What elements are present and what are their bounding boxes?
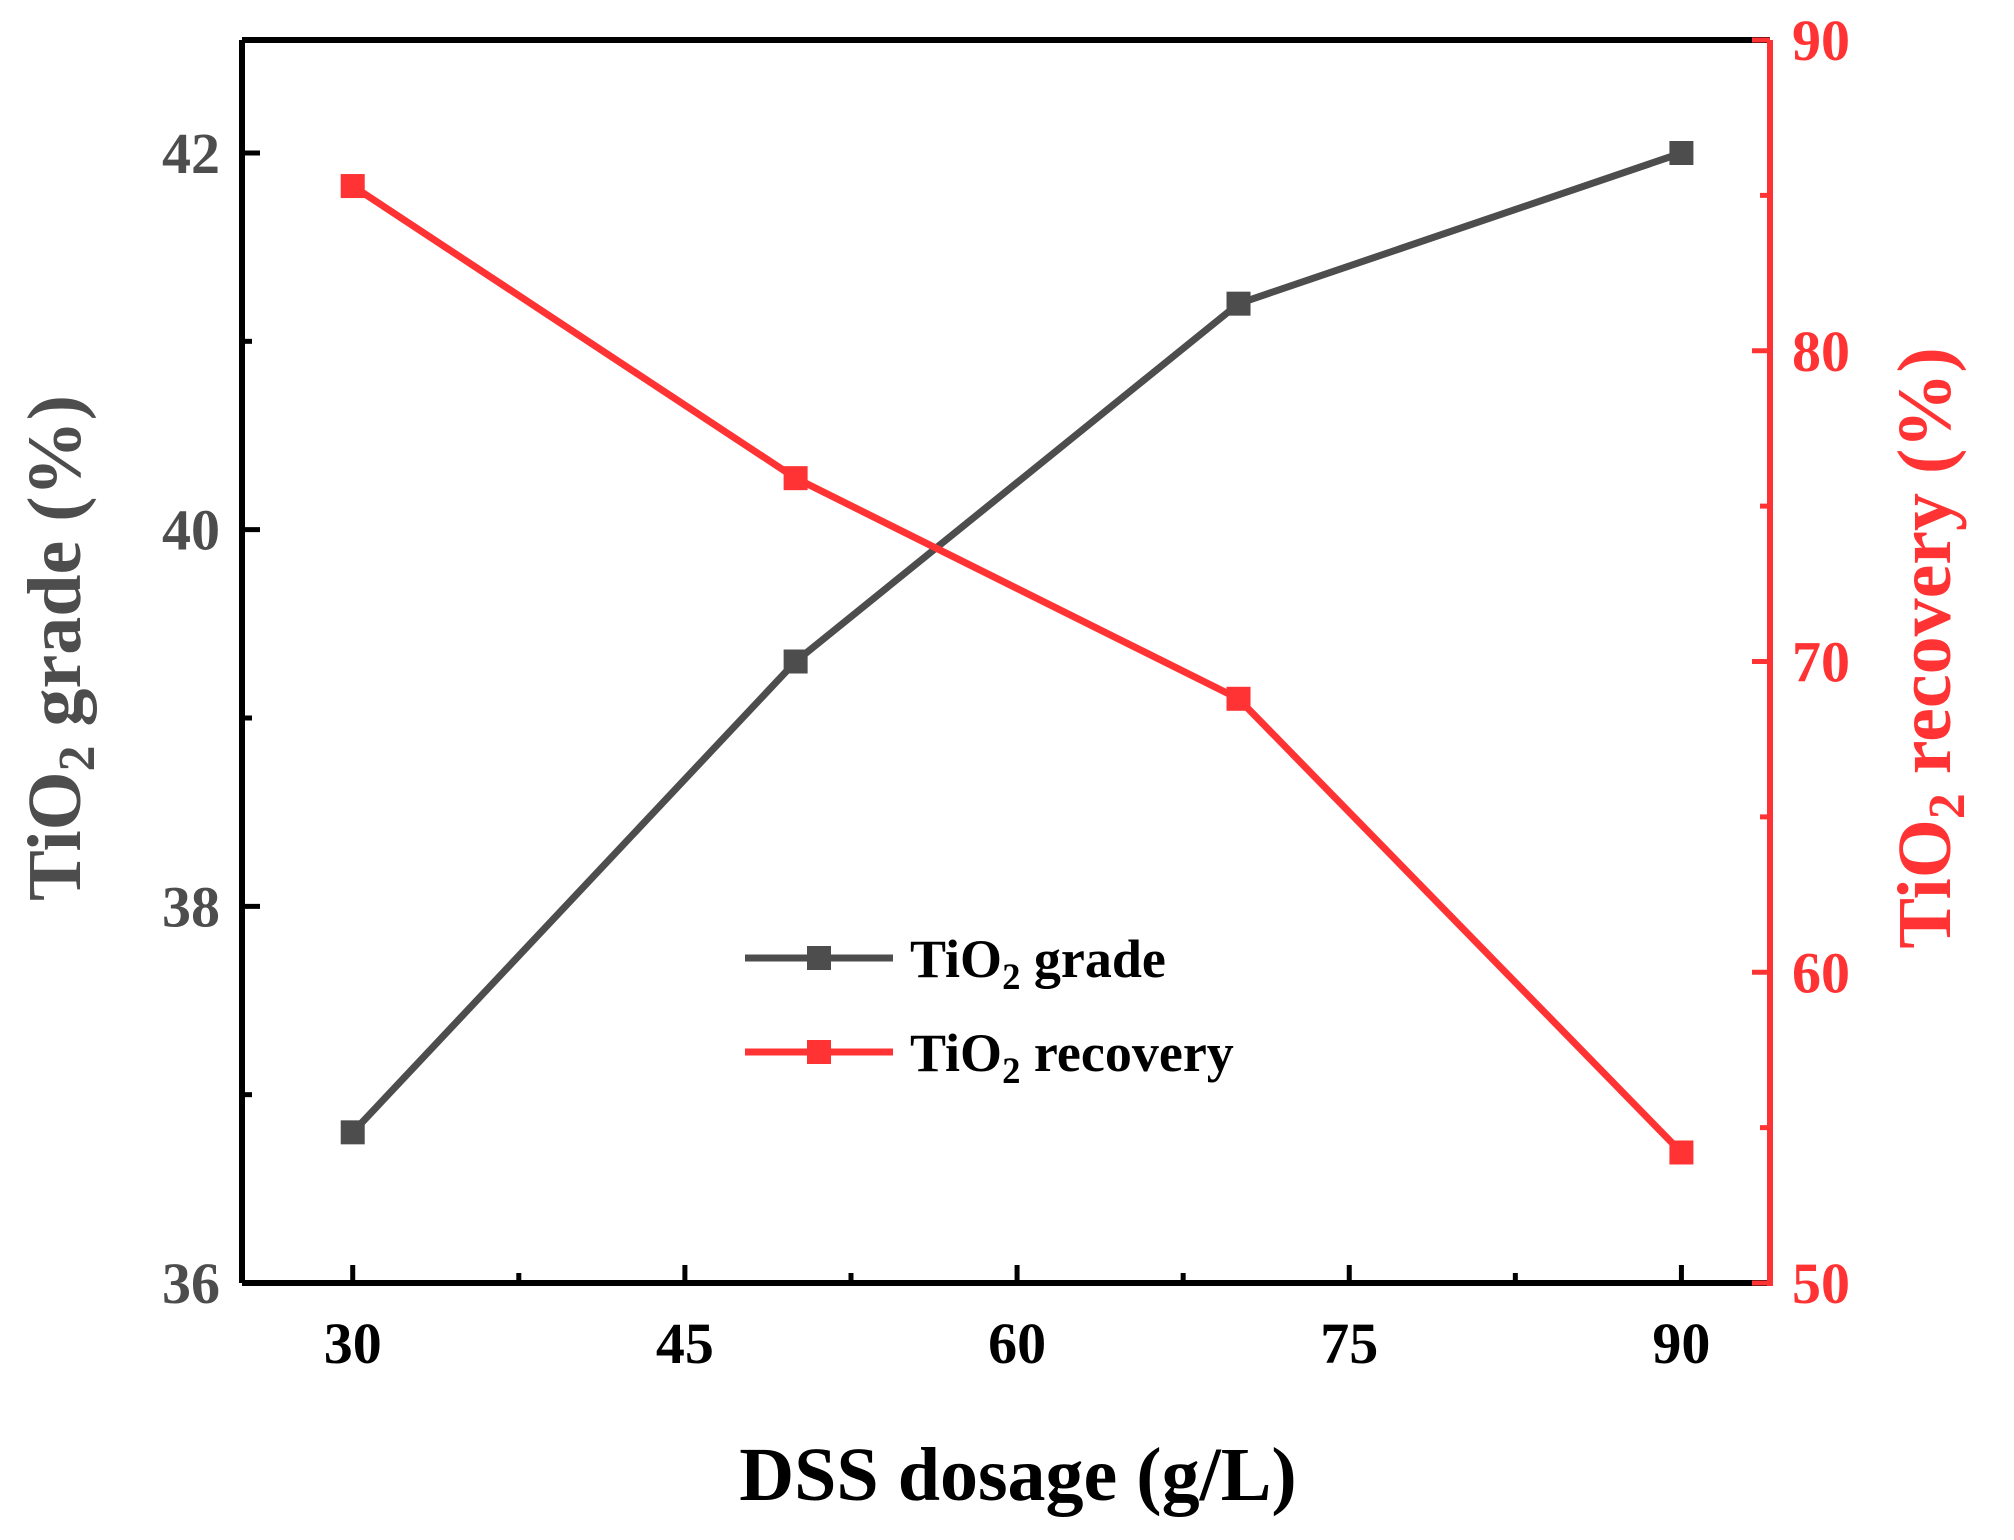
y-right-axis-title: TiO2 recovery (%) — [1883, 347, 1976, 948]
x-tick-label-45: 45 — [656, 1311, 714, 1376]
series-point-grade-70 — [1226, 291, 1251, 316]
series-point-recovery-30 — [340, 174, 365, 199]
y-left-title-rest: grade (%) — [13, 395, 97, 745]
y-left-title-sub: 2 — [49, 745, 106, 771]
legend: TiO2 grade TiO2 recovery — [745, 929, 1234, 1091]
y-left-tick-label-38: 38 — [162, 874, 220, 939]
legend-recovery-marker — [807, 1040, 831, 1064]
y-left-tick-label-36: 36 — [162, 1251, 220, 1316]
series-point-grade-50 — [783, 649, 808, 674]
legend-grade-marker — [807, 946, 831, 970]
series-line-recovery — [350, 183, 1684, 1155]
y-left-axis-title: TiO2 grade (%) — [13, 395, 106, 901]
x-tick-label-90: 90 — [1652, 1311, 1710, 1376]
y-left-tick-label-40: 40 — [162, 498, 220, 563]
y-right-title-main: TiO — [1883, 819, 1967, 949]
y-right-title-sub: 2 — [1919, 793, 1976, 819]
series-line-grade — [350, 149, 1683, 1135]
series-point-grade-90 — [1669, 141, 1694, 165]
y-right-title-rest: recovery (%) — [1883, 347, 1967, 793]
series-point-recovery-50 — [783, 466, 808, 491]
series-point-grade-30 — [340, 1120, 365, 1145]
y-right-tick-label-90: 90 — [1792, 8, 1850, 73]
y-right-tick-label-50: 50 — [1792, 1251, 1850, 1316]
series-point-recovery-90 — [1669, 1140, 1694, 1165]
x-tick-label-30: 30 — [324, 1311, 382, 1376]
y-right-tick-label-80: 80 — [1792, 319, 1850, 384]
x-axis-title: DSS dosage (g/L) — [739, 1433, 1296, 1517]
plot-area: 30 45 60 75 90 36 38 40 42 50 60 70 80 90 — [162, 8, 1850, 1376]
x-tick-label-60: 60 — [988, 1311, 1046, 1376]
y-left-tick-label-42: 42 — [162, 121, 220, 186]
legend-grade-label: TiO2 grade — [910, 929, 1166, 997]
y-right-tick-label-70: 70 — [1792, 630, 1850, 695]
y-right-tick-label-60: 60 — [1792, 940, 1850, 1005]
legend-recovery-label: TiO2 recovery — [910, 1023, 1234, 1091]
x-tick-label-75: 75 — [1320, 1311, 1378, 1376]
y-left-title-main: TiO — [13, 771, 97, 901]
series-point-recovery-70 — [1226, 686, 1251, 711]
